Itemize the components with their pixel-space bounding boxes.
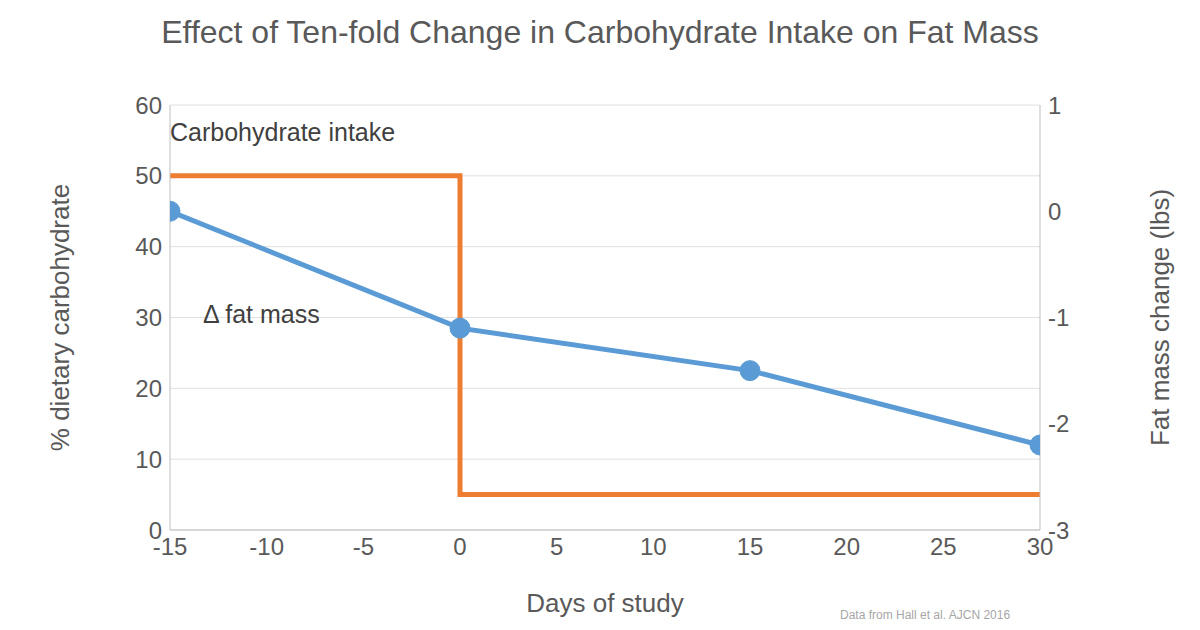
html-text:Data from Hall et al. AJCN 201: Data from Hall et al. AJCN 2016 — [840, 608, 1011, 622]
svg-text:-5: -5 — [353, 533, 374, 560]
svg-text:60: 60 — [135, 92, 162, 119]
svg-text:30: 30 — [1026, 533, 1054, 560]
svg-text:Fat mass change (lbs): Fat mass change (lbs) — [1145, 189, 1175, 446]
svg-text:-1: -1 — [1048, 304, 1069, 331]
svg-text:0: 0 — [1048, 198, 1061, 225]
svg-text:15: 15 — [737, 533, 764, 560]
svg-text:25: 25 — [930, 533, 957, 560]
html-text:Carbohydrate intake: Carbohydrate intake — [170, 118, 396, 146]
svg-text:Days of study: Days of study — [526, 588, 684, 618]
svg-text:% dietary carbohydrate: % dietary carbohydrate — [45, 184, 75, 451]
svg-text:0: 0 — [149, 517, 162, 544]
svg-text:20: 20 — [833, 533, 860, 560]
svg-text:10: 10 — [640, 533, 667, 560]
svg-text:-15: -15 — [152, 533, 188, 560]
svg-text:-3: -3 — [1048, 517, 1069, 544]
svg-text:30: 30 — [135, 304, 162, 331]
html-text:Δ fat mass: Δ fat mass — [203, 300, 320, 328]
svg-text:-2: -2 — [1048, 410, 1069, 437]
svg-text:1: 1 — [1048, 92, 1061, 119]
html-text:Effect of Ten-fold Change in C: Effect of Ten-fold Change in Carbohydrat… — [161, 14, 1039, 50]
svg-text:50: 50 — [135, 162, 162, 189]
svg-text:20: 20 — [135, 375, 162, 402]
svg-text:0: 0 — [453, 533, 466, 560]
svg-text:40: 40 — [135, 233, 162, 260]
svg-text:10: 10 — [135, 446, 162, 473]
svg-text:-10: -10 — [249, 533, 284, 560]
svg-text:5: 5 — [550, 533, 563, 560]
